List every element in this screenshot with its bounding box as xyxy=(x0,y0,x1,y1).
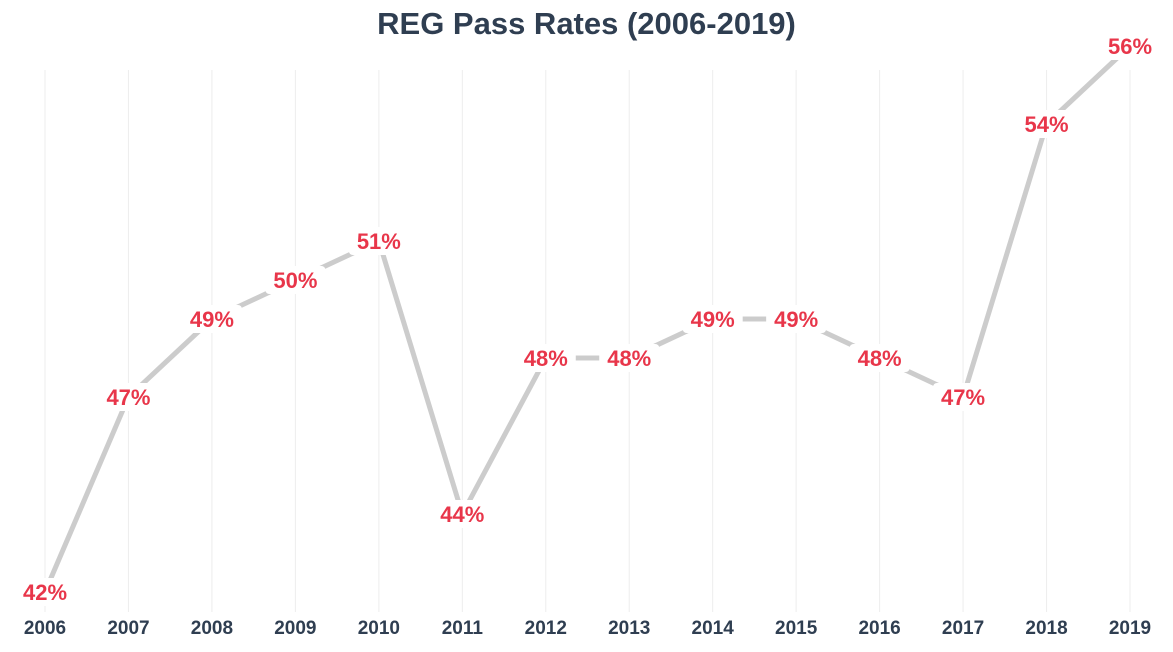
data-label-bg xyxy=(265,266,326,294)
line-segment-2017-2018 xyxy=(960,121,1050,400)
data-label: 47% xyxy=(941,385,985,410)
x-tick-label: 2013 xyxy=(608,618,650,639)
data-label: 49% xyxy=(774,307,818,332)
data-point-2012: 48% xyxy=(515,344,576,372)
data-label-bg xyxy=(432,500,493,528)
data-point-2014: 49% xyxy=(682,305,743,333)
data-label: 49% xyxy=(190,307,234,332)
data-label-bg xyxy=(1100,32,1160,60)
x-tick-label: 2009 xyxy=(274,618,316,639)
data-point-2016: 48% xyxy=(849,344,910,372)
line-segment-2006-2007 xyxy=(42,394,131,595)
data-label-bg xyxy=(849,344,910,372)
data-point-2019: 56% xyxy=(1100,32,1160,60)
x-tick-label: 2017 xyxy=(942,618,984,639)
x-tick-label: 2011 xyxy=(442,618,484,639)
x-tick-label: 2014 xyxy=(692,618,735,639)
data-label: 48% xyxy=(607,346,651,371)
data-point-2008: 49% xyxy=(181,305,242,333)
data-point-2007: 47% xyxy=(98,383,159,411)
x-tick-label: 2007 xyxy=(107,618,149,639)
x-tick-label: 2018 xyxy=(1025,618,1067,639)
data-label-bg xyxy=(348,227,409,255)
data-label: 48% xyxy=(524,346,568,371)
x-tick-label: 2010 xyxy=(358,618,400,639)
data-point-2010: 51% xyxy=(348,227,409,255)
data-label-bg xyxy=(682,305,743,333)
line-segment-2011-2012 xyxy=(459,355,549,517)
data-point-2017: 47% xyxy=(933,383,994,411)
data-label: 54% xyxy=(1025,112,1069,137)
data-label-bg xyxy=(766,305,827,333)
x-tick-label: 2019 xyxy=(1109,618,1151,639)
data-label-bg xyxy=(933,383,994,411)
data-label: 44% xyxy=(440,502,484,527)
data-label: 47% xyxy=(106,385,150,410)
data-point-2013: 48% xyxy=(599,344,660,372)
data-label: 56% xyxy=(1108,34,1152,59)
x-tick-label: 2012 xyxy=(525,618,567,639)
chart-title: REG Pass Rates (2006-2019) xyxy=(377,6,796,41)
data-label: 42% xyxy=(23,580,67,605)
data-point-2015: 49% xyxy=(766,305,827,333)
data-label-bg xyxy=(181,305,242,333)
data-label: 49% xyxy=(691,307,735,332)
data-label: 51% xyxy=(357,229,401,254)
data-label-bg xyxy=(15,578,75,606)
data-label: 48% xyxy=(858,346,902,371)
x-tick-label: 2015 xyxy=(775,618,818,639)
x-tick-label: 2016 xyxy=(858,618,900,639)
data-labels: 42% 47% 49% 50% 51% 44% 48% 48% 49% 49% 48% 47% 54% 5… xyxy=(15,32,1160,606)
data-point-2018: 54% xyxy=(1016,110,1077,138)
line-segment-2010-2011 xyxy=(376,238,465,517)
data-point-2006: 42% xyxy=(15,578,75,606)
data-label-bg xyxy=(98,383,159,411)
data-label-bg xyxy=(599,344,660,372)
data-point-2009: 50% xyxy=(265,266,326,294)
data-label: 50% xyxy=(273,268,317,293)
data-point-2011: 44% xyxy=(432,500,493,528)
gridlines xyxy=(44,70,1131,612)
x-tick-label: 2008 xyxy=(191,618,233,639)
x-tick-label: 2006 xyxy=(24,618,66,639)
x-axis-ticks: 2006 2007 2008 2009 2010 2011 2012 2013 2014 2015… xyxy=(24,618,1151,639)
data-label-bg xyxy=(515,344,576,372)
data-label-bg xyxy=(1016,110,1077,138)
